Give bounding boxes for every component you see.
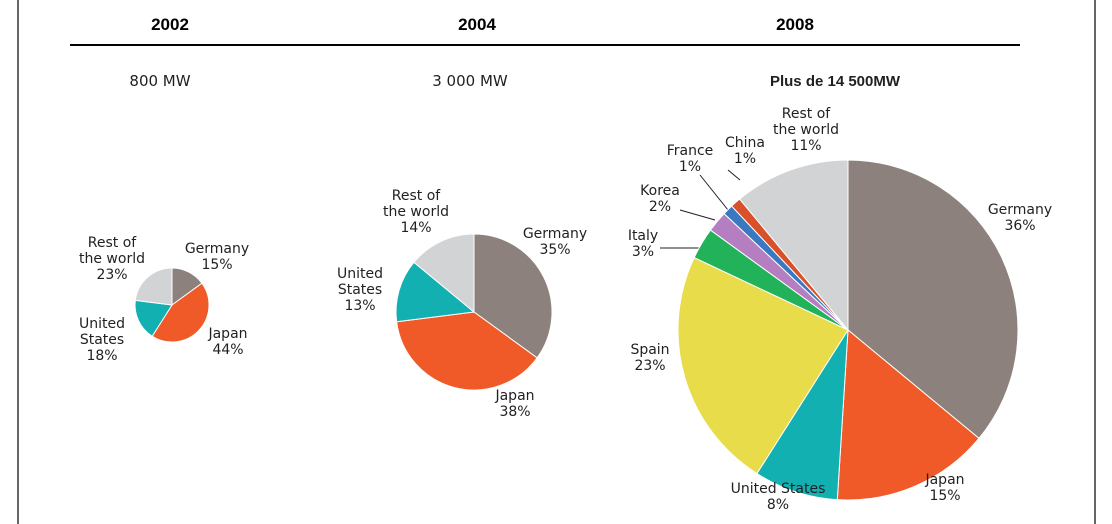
- slice-value-label: 1%: [734, 151, 756, 167]
- pie-slice: [151, 282, 210, 343]
- pie-slice: [134, 299, 173, 337]
- slice-label: France: [667, 143, 714, 159]
- slice-value-label: 23%: [96, 267, 127, 283]
- slice-value-label: 14%: [400, 220, 431, 236]
- leader-line: [699, 174, 729, 211]
- pie-slice: [836, 328, 980, 501]
- slice-value-label: 2%: [649, 199, 671, 215]
- leader-line: [727, 169, 741, 181]
- slice-label: Rest of the world: [773, 106, 839, 138]
- pie-slice: [134, 267, 173, 306]
- slice-label: Germany: [185, 241, 249, 257]
- slice-value-label: 15%: [929, 488, 960, 504]
- chart-subtitle: 3 000 MW: [432, 72, 508, 90]
- slice-value-label: 1%: [679, 159, 701, 175]
- slice-value-label: 38%: [499, 404, 530, 420]
- slice-value-label: 13%: [344, 298, 375, 314]
- slice-value-label: 23%: [634, 358, 665, 374]
- slice-value-label: 44%: [212, 342, 243, 358]
- chart-subtitle: Plus de 14 500MW: [770, 73, 901, 90]
- slice-value-label: 36%: [1004, 218, 1035, 234]
- pie-slice: [395, 261, 476, 323]
- chart-title: 2004: [458, 15, 496, 34]
- slice-label: Japan: [207, 326, 247, 342]
- slice-label: Korea: [640, 183, 680, 199]
- slice-label: Germany: [988, 202, 1052, 218]
- slice-label: United States: [337, 266, 383, 298]
- slice-label: United States: [731, 481, 826, 497]
- slice-value-label: 35%: [539, 242, 570, 258]
- slice-label: Italy: [628, 228, 658, 244]
- slice-label: Japan: [494, 388, 534, 404]
- slice-value-label: 3%: [632, 244, 654, 260]
- slice-label: China: [725, 135, 765, 151]
- pie-slice: [738, 159, 849, 332]
- slice-value-label: 18%: [86, 348, 117, 364]
- chart-title: 2002: [151, 15, 189, 34]
- frame: [17, 0, 1096, 524]
- leader-line: [679, 209, 716, 221]
- pie-slice: [677, 256, 849, 475]
- slice-value-label: 8%: [767, 497, 789, 513]
- slice-value-label: 11%: [790, 138, 821, 154]
- slice-value-label: 15%: [201, 257, 232, 273]
- pie-slice: [473, 233, 553, 359]
- slice-label: Germany: [523, 226, 587, 242]
- chart-subtitle: 800 MW: [129, 72, 190, 90]
- slice-label: Spain: [630, 342, 669, 358]
- slice-label: Rest of the world: [79, 235, 145, 267]
- chart-title: 2008: [776, 15, 814, 34]
- slice-label: Rest of the world: [383, 188, 449, 220]
- pie-slice: [413, 233, 475, 314]
- pie-slice: [847, 159, 1019, 440]
- slice-label: United States: [79, 316, 125, 348]
- pie-slice: [396, 311, 538, 391]
- slice-label: Japan: [924, 472, 964, 488]
